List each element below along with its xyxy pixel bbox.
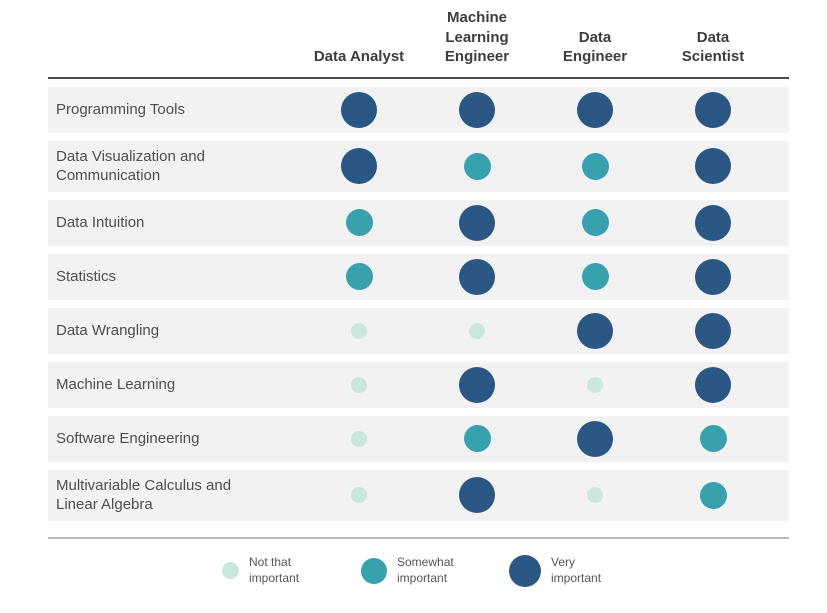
dot-somewhat-importance [699, 425, 727, 452]
table-row: Software Engineering [48, 415, 789, 462]
row-label: Multivariable Calculus and Linear Algebr… [56, 476, 232, 514]
dot-not-importance [587, 487, 603, 503]
matrix-cell [300, 200, 418, 246]
row-label: Software Engineering [56, 429, 200, 447]
column-header-3: Data Scientist [681, 28, 745, 66]
legend-label: Very important [551, 554, 602, 585]
matrix-cell [418, 254, 536, 300]
dot-somewhat-importance [699, 481, 727, 509]
dot-somewhat-importance [581, 263, 609, 290]
dot-somewhat-importance [463, 152, 491, 180]
matrix-cell [654, 362, 772, 408]
matrix-cell [300, 141, 418, 192]
dot-very-importance [341, 91, 377, 128]
row-label: Data Wrangling [56, 321, 160, 339]
dot-very-importance [459, 477, 495, 513]
dot-not-importance [351, 430, 367, 447]
matrix-cell [536, 308, 654, 354]
table-row: Data Intuition [48, 199, 789, 246]
row-label: Data Visualization and Communication [56, 147, 205, 185]
matrix-cell [536, 470, 654, 521]
matrix-cell [418, 362, 536, 408]
dot-very-importance [695, 204, 731, 241]
legend-dot-somewhat-important [361, 557, 387, 584]
matrix-cell [300, 308, 418, 354]
matrix-cell [536, 254, 654, 300]
dot-somewhat-importance [581, 152, 609, 180]
matrix-cell [418, 416, 536, 462]
dot-very-importance [459, 204, 495, 241]
row-label: Statistics [56, 267, 117, 285]
footer-divider [48, 536, 789, 539]
dot-very-importance [577, 312, 613, 349]
matrix-cell [654, 200, 772, 246]
legend: Not that important Somewhat important Very… [48, 554, 789, 587]
matrix-cell [418, 87, 536, 133]
column-header-row: Data Analyst Machine Learning Engineer Dat… [48, 8, 789, 79]
legend-label: Somewhat important [397, 554, 454, 585]
dot-not-importance [351, 322, 367, 339]
matrix-cell [300, 362, 418, 408]
matrix-cell [418, 141, 536, 192]
table-row: Programming Tools [48, 86, 789, 133]
dot-somewhat-importance [345, 263, 373, 290]
table-row: Data Wrangling [48, 307, 789, 354]
matrix-cell [654, 308, 772, 354]
table-row: Multivariable Calculus and Linear Algebr… [48, 469, 789, 521]
matrix-cell [536, 87, 654, 133]
dot-very-importance [695, 312, 731, 349]
matrix-cell [418, 200, 536, 246]
column-header-0: Data Analyst [313, 48, 405, 65]
matrix-cell [300, 470, 418, 521]
matrix-cell [300, 416, 418, 462]
dot-not-importance [587, 376, 603, 393]
dot-very-importance [459, 258, 495, 295]
matrix-cell [536, 416, 654, 462]
legend-item-somewhat-important: Somewhat important [361, 555, 461, 586]
dot-not-importance [351, 487, 367, 503]
dot-very-importance [695, 366, 731, 403]
dot-somewhat-importance [345, 209, 373, 236]
legend-dot-very-important [509, 554, 541, 587]
table-row: Machine Learning [48, 361, 789, 408]
table-row: Statistics [48, 253, 789, 300]
legend-item-not-important: Not that important [222, 555, 313, 586]
matrix-cell [536, 362, 654, 408]
matrix-cell [536, 141, 654, 192]
dot-very-importance [459, 366, 495, 403]
matrix-cell [654, 470, 772, 521]
matrix-cell [654, 141, 772, 192]
dot-very-importance [341, 148, 377, 184]
matrix-cell [300, 254, 418, 300]
matrix-cell [654, 87, 772, 133]
row-label: Data Intuition [56, 213, 145, 231]
legend-item-very-important: Very important [509, 554, 615, 587]
dot-somewhat-importance [463, 425, 491, 452]
dot-very-importance [695, 258, 731, 295]
legend-dot-not-important [222, 562, 239, 579]
dot-somewhat-importance [581, 209, 609, 236]
row-label: Machine Learning [56, 375, 176, 393]
matrix-cell [536, 200, 654, 246]
dot-very-importance [577, 91, 613, 128]
matrix-cell [418, 470, 536, 521]
dot-very-importance [459, 91, 495, 128]
table-row: Data Visualization and Communication [48, 140, 789, 192]
matrix-rows: Programming Tools Data Visualization and … [48, 86, 789, 521]
matrix-cell [418, 308, 536, 354]
dot-very-importance [577, 420, 613, 457]
dot-not-importance [469, 322, 485, 339]
matrix-cell [654, 254, 772, 300]
matrix-cell [300, 87, 418, 133]
dot-very-importance [695, 91, 731, 128]
row-label: Programming Tools [56, 100, 185, 118]
dot-very-importance [695, 148, 731, 184]
skills-importance-dot-matrix: Data Analyst Machine Learning Engineer Dat… [48, 8, 789, 587]
column-header-1: Machine Learning Engineer [444, 9, 510, 65]
dot-not-importance [351, 376, 367, 393]
column-header-2: Data Engineer [562, 28, 628, 66]
matrix-cell [654, 416, 772, 462]
legend-label: Not that important [249, 554, 300, 585]
